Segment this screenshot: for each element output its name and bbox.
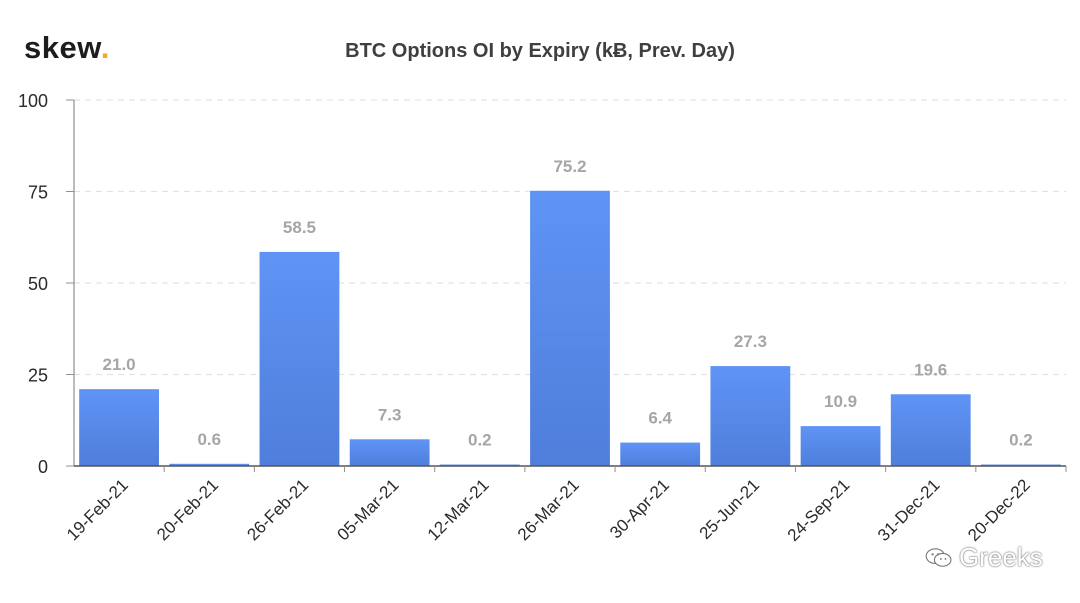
bar [530, 190, 610, 466]
bar [79, 389, 159, 466]
x-tick-label: 25-Jun-21 [696, 475, 764, 543]
skew-logo: skew. [24, 30, 110, 66]
data-label: 21.0 [103, 355, 136, 374]
y-tick-label: 100 [18, 91, 48, 111]
x-tick-label: 31-Dec-21 [874, 475, 944, 545]
data-label: 7.3 [378, 405, 402, 424]
bar [890, 394, 971, 466]
data-label: 10.9 [824, 392, 857, 411]
wechat-icon [925, 547, 952, 567]
x-tick-label: 24-Sep-21 [784, 475, 854, 545]
axes [66, 99, 1067, 472]
bar [800, 426, 881, 466]
data-label: 19.6 [914, 360, 947, 379]
y-tick-label: 75 [28, 183, 48, 203]
logo-text: skew [24, 30, 101, 65]
data-label: 75.2 [553, 157, 586, 176]
x-tick-label: 20-Dec-22 [964, 475, 1034, 545]
bar [169, 463, 250, 466]
x-tick-label: 26-Mar-21 [514, 475, 583, 544]
watermark: Greeks [925, 542, 1043, 573]
data-labels: 21.0 0.6 58.5 7.3 0.2 75.2 6.4 27.3 10.9 19.6 0.2 [103, 157, 1033, 450]
y-tick-label: 0 [38, 457, 48, 477]
y-tick-label: 25 [28, 366, 48, 386]
data-label: 0.2 [1009, 431, 1033, 450]
y-tick-labels: 0 25 50 75 100 [18, 91, 48, 477]
y-tick-label: 50 [28, 274, 48, 294]
x-tick-label: 19-Feb-21 [63, 475, 132, 544]
bar [710, 366, 791, 466]
data-label: 0.6 [197, 430, 221, 449]
bars [79, 190, 1061, 466]
bar [349, 439, 430, 466]
x-tick-label: 30-Apr-21 [606, 475, 673, 542]
watermark-text: Greeks [959, 542, 1043, 572]
logo-dot: . [100, 30, 110, 65]
x-tick-labels: 19-Feb-21 20-Feb-21 26-Feb-21 05-Mar-21 12-M… [63, 475, 1034, 545]
bar [620, 442, 701, 466]
x-tick-label: 05-Mar-21 [334, 475, 403, 544]
x-tick-label: 26-Feb-21 [243, 475, 312, 544]
x-tick-label: 20-Feb-21 [153, 475, 222, 544]
chart-title: BTC Options OI by Expiry (kɃ, Prev. Day) [345, 40, 735, 62]
data-label: 27.3 [734, 332, 767, 351]
data-label: 58.5 [283, 218, 316, 237]
data-label: 6.4 [648, 409, 672, 428]
data-label: 0.2 [468, 431, 492, 450]
bar [259, 251, 340, 466]
x-tick-label: 12-Mar-21 [424, 475, 493, 544]
